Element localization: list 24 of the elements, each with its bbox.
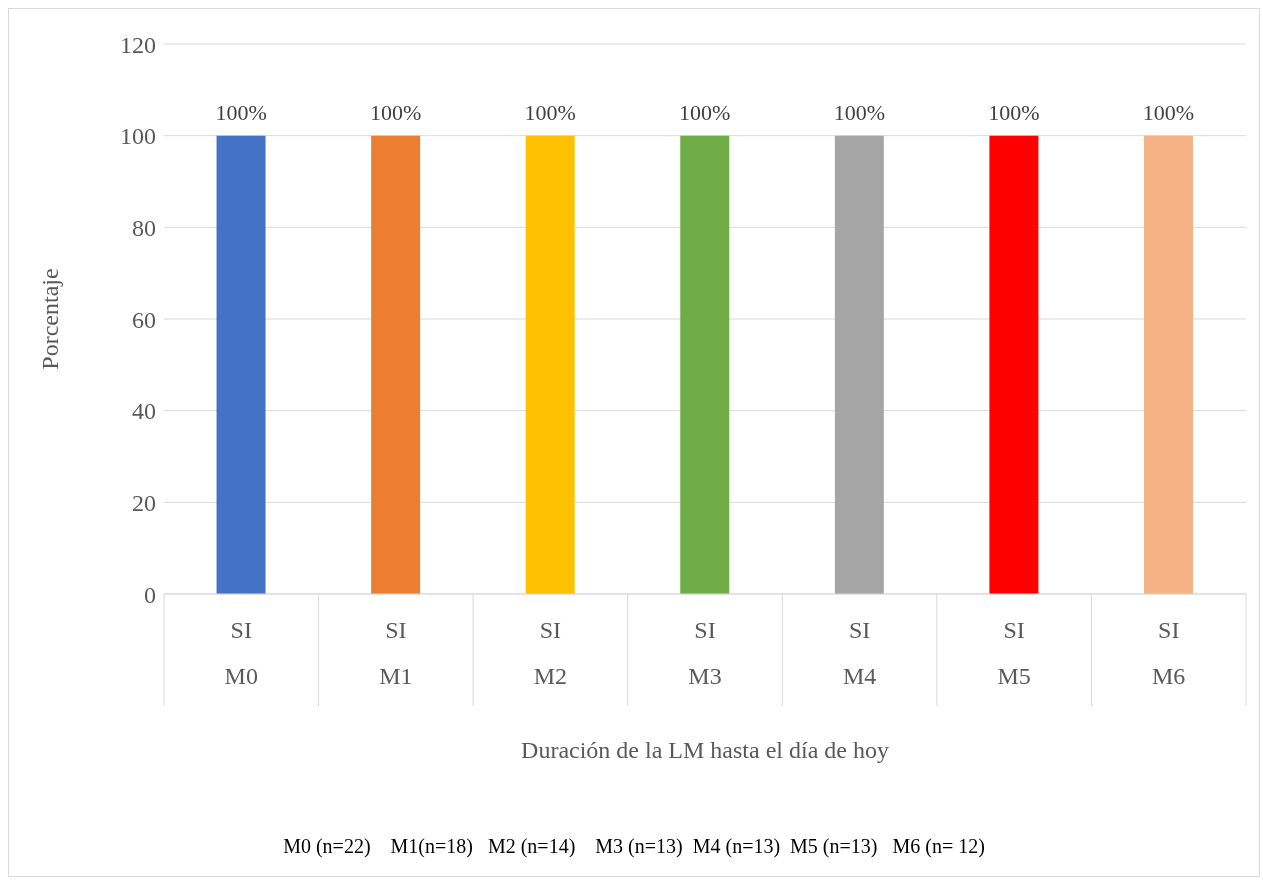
data-label: 100% [988, 99, 1040, 125]
y-tick-label: 40 [132, 398, 156, 425]
text: M0 (n=22) M1(n=18) M2 (n=14) M3 (n=13) M4 (n=13) M5 (n=13) M6 (n= 12) [282, 835, 986, 858]
x-tick-label: SI M0 [224, 617, 258, 689]
x-tick-label: SI M6 [1152, 617, 1186, 689]
data-label: 100% [833, 99, 885, 125]
data-label: 100% [524, 99, 576, 125]
x-tick-label: SI M2 [533, 617, 568, 689]
x-tick-label: SI M5 [997, 617, 1031, 689]
x-tick-label: SI M4 [842, 617, 877, 689]
x-axis-title: Duración de la LM hasta el día de hoy [520, 737, 890, 764]
data-label: 100% [369, 99, 422, 125]
y-tick-label: 20 [132, 489, 156, 516]
y-tick-label: 120 [120, 31, 156, 58]
x-tick-label: SI M1 [379, 617, 413, 689]
y-tick-label: 0 [144, 581, 156, 608]
y-tick-label: 80 [132, 214, 156, 241]
data-label: 100% [679, 99, 731, 125]
y-tick-label: 100 [120, 123, 156, 150]
y-axis-title: Porcentaje [36, 268, 63, 370]
y-tick-label: 60 [132, 306, 156, 333]
data-label: 100% [215, 99, 267, 125]
data-label: 100% [1142, 99, 1195, 125]
x-tick-label: SI M3 [688, 617, 722, 689]
